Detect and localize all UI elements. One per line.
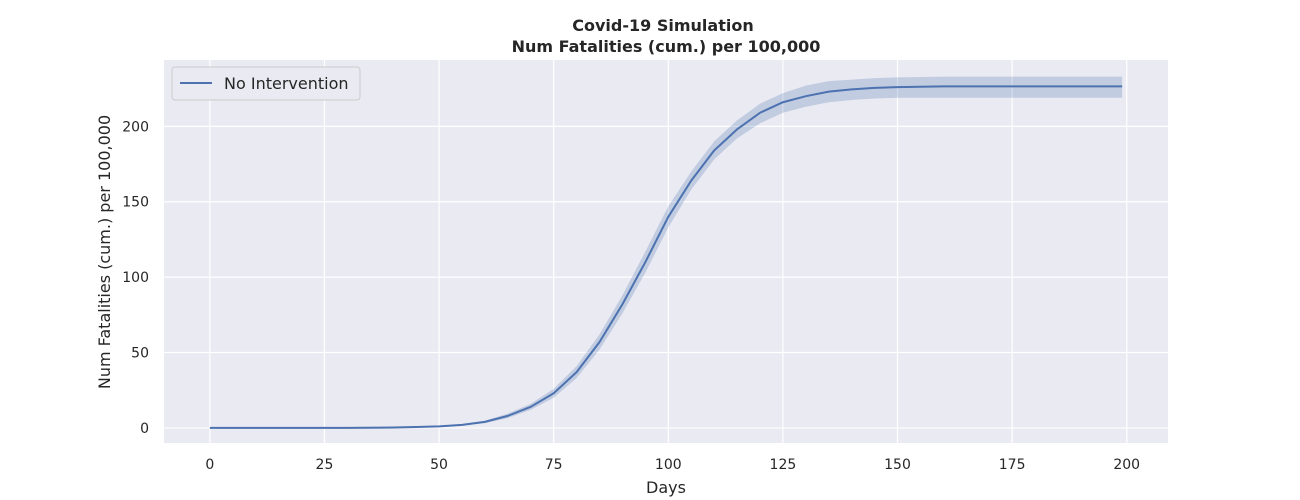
- y-tick-label: 50: [131, 346, 149, 362]
- y-tick-label: 0: [140, 421, 149, 437]
- grid: [164, 60, 1168, 443]
- x-tick-labels: 0 25 50 75 100 125 150 175 200: [205, 457, 1140, 473]
- x-tick-label: 150: [884, 457, 911, 473]
- x-tick-label: 200: [1113, 457, 1140, 473]
- plot-area: [164, 60, 1168, 443]
- y-tick-label: 100: [122, 270, 149, 286]
- x-tick-label: 25: [316, 457, 334, 473]
- legend-box: [171, 66, 361, 101]
- chart-title: Covid-19 Simulation: [572, 16, 753, 35]
- x-tick-label: 175: [999, 457, 1026, 473]
- chart-subtitle: Num Fatalities (cum.) per 100,000: [512, 37, 821, 56]
- x-tick-label: 75: [545, 457, 563, 473]
- legend: No Intervention: [171, 66, 361, 101]
- x-tick-label: 0: [205, 457, 214, 473]
- y-axis-label: Num Fatalities (cum.) per 100,000: [95, 115, 114, 389]
- x-tick-label: 50: [430, 457, 448, 473]
- y-tick-label: 200: [122, 119, 149, 135]
- series-lines: [209, 85, 1123, 429]
- x-tick-label: 100: [655, 457, 682, 473]
- y-tick-labels: 0 50 100 150 200: [122, 119, 149, 437]
- legend-label: No Intervention: [224, 74, 349, 93]
- x-axis-label: Days: [646, 478, 686, 497]
- series-line: [209, 85, 1123, 429]
- x-tick-label: 125: [770, 457, 797, 473]
- y-tick-label: 150: [122, 195, 149, 211]
